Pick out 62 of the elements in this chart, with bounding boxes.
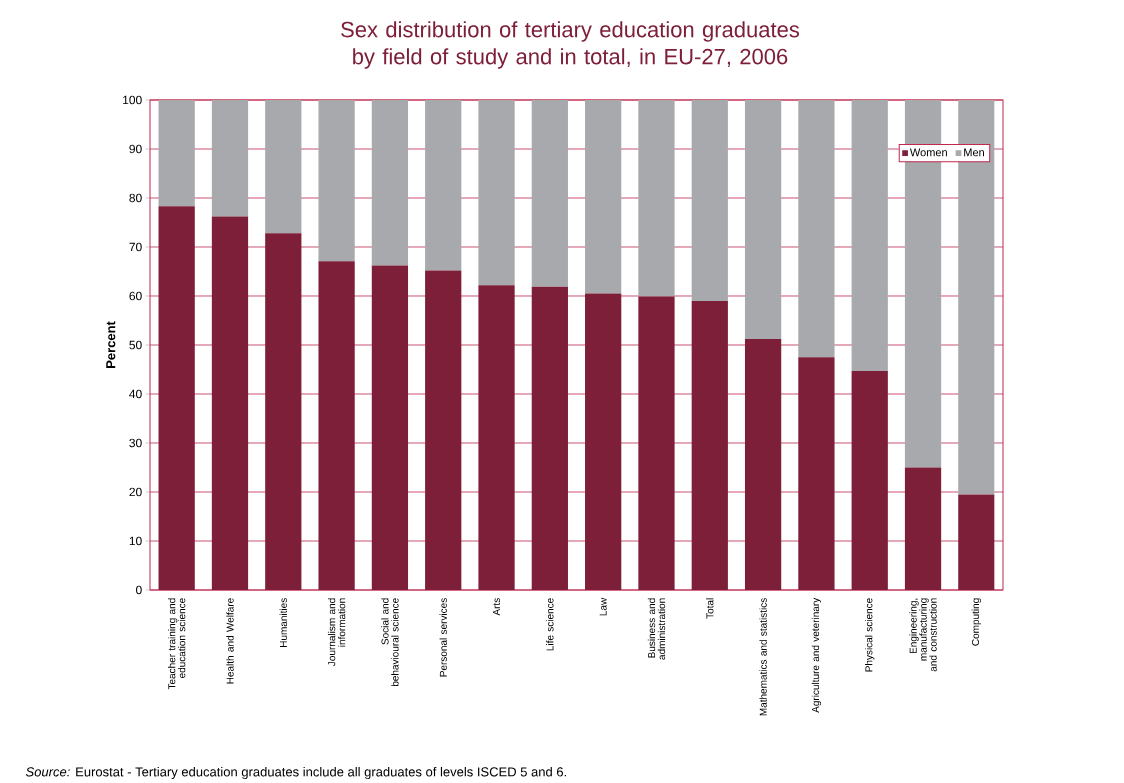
bar: [798, 357, 835, 590]
bar: [585, 99, 622, 294]
y-tick-label: 30: [129, 438, 142, 448]
bar: [211, 216, 249, 590]
bar: [851, 370, 888, 590]
bar: [265, 233, 302, 590]
bar: [211, 99, 249, 217]
bar: [318, 261, 355, 590]
x-tick-label: Total: [706, 598, 714, 619]
bar: [425, 270, 462, 590]
x-tick-label: Humanities: [279, 598, 287, 647]
x-tick-label: Life science: [546, 598, 554, 651]
x-tick-label: Mathematics and statistics: [759, 598, 767, 716]
x-tick-label: Computing: [971, 598, 981, 646]
bar: [318, 99, 355, 262]
y-tick-label: 40: [129, 389, 142, 399]
bar: [798, 99, 835, 358]
bar: [531, 99, 568, 287]
y-tick-label: 70: [129, 242, 142, 252]
bar: [851, 99, 888, 371]
x-tick-label: Law: [599, 597, 607, 616]
x-tick-label: Social and behavioural science: [381, 598, 399, 687]
bar: [585, 293, 622, 590]
bar: [478, 285, 515, 590]
bar: [158, 99, 195, 207]
bar: [478, 99, 515, 286]
y-tick-label: 0: [136, 585, 142, 595]
x-tick-label: Health and Welfare: [226, 598, 234, 684]
y-tick-label: 60: [129, 291, 142, 301]
bar: [691, 300, 728, 590]
y-tick-label: 20: [129, 487, 142, 497]
bar: [531, 286, 568, 590]
bar: [425, 99, 462, 271]
text: Source: Eurostat - Tertiary education graduates include all graduates of levels ISCED 5 and 6.: [25, 766, 566, 780]
bar: [371, 99, 409, 266]
chart-title: Sex distribution of tertiary education graduates by field of study and in total, in EU-27, 2006: [341, 21, 800, 69]
y-axis-title: Percent: [106, 321, 116, 368]
y-tick-label: 90: [129, 144, 142, 154]
bar: [904, 467, 942, 590]
x-tick-label: Journalism and information: [327, 598, 346, 666]
x-tick-label: Arts: [493, 598, 501, 616]
x-tick-label: Engineering, manufacturing and construction: [909, 598, 937, 672]
legend-label: Women: [909, 148, 947, 157]
bar: [958, 494, 995, 590]
y-tick-label: 80: [129, 193, 142, 203]
bar: [158, 206, 195, 590]
x-tick-label: Personal services: [439, 598, 447, 677]
bar: [638, 296, 675, 590]
x-tick-label: Agriculture and veterinary: [811, 597, 822, 713]
legend-label: Men: [964, 148, 984, 157]
bar: [744, 339, 782, 590]
bar: [265, 99, 302, 234]
bar: [691, 99, 728, 301]
y-tick-label: 10: [129, 536, 142, 546]
bar: [744, 99, 782, 340]
bar: [638, 99, 675, 297]
bar: [371, 265, 409, 590]
x-tick-label: Physical science: [865, 598, 875, 672]
x-tick-label: Business and administration: [647, 598, 666, 660]
y-tick-label: 50: [129, 340, 142, 350]
x-tick-label: Teacher training and education science: [167, 598, 186, 690]
y-tick-label: 100: [123, 95, 142, 105]
